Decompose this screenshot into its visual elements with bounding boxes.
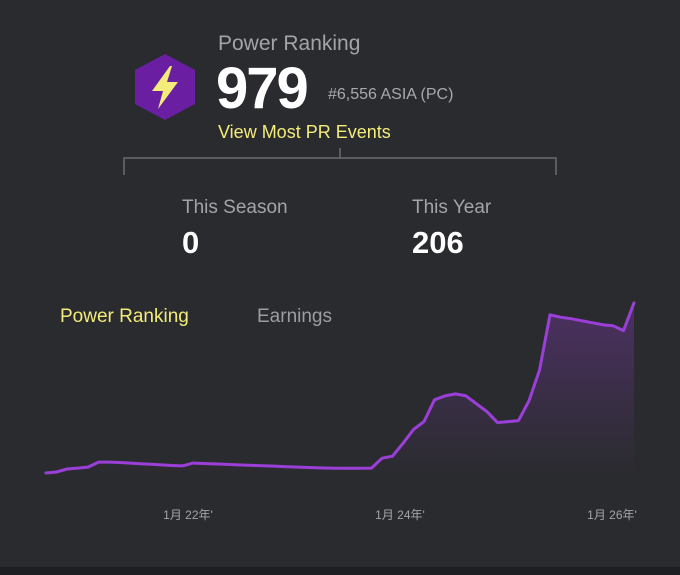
chart-data-point xyxy=(244,464,247,467)
chart-data-point xyxy=(139,462,142,465)
chart-data-point xyxy=(633,301,635,304)
chart-data-point xyxy=(622,329,625,332)
chart-data-point xyxy=(234,463,236,466)
chart-data-point xyxy=(370,467,373,470)
chart-data-point xyxy=(559,316,562,319)
chart-data-point xyxy=(412,428,415,431)
chart-data-point xyxy=(265,464,268,467)
stat-label-this-season: This Season xyxy=(182,197,288,218)
chart-data-point xyxy=(318,466,320,469)
chart-data-point xyxy=(276,465,278,468)
chart-data-point xyxy=(507,420,509,423)
chart-data-point xyxy=(349,467,352,470)
chart-data-point xyxy=(339,467,341,470)
chart-data-point xyxy=(160,463,163,466)
chart-data-point xyxy=(129,462,131,465)
chart-data-point xyxy=(45,472,47,474)
chart-data-point xyxy=(192,462,194,465)
chart-data-point xyxy=(55,471,58,473)
chart-data-point xyxy=(223,463,226,466)
chart-data-point xyxy=(202,462,205,465)
x-tick-label: 1月 26年' xyxy=(587,508,637,522)
stat-label-this-year: This Year xyxy=(412,197,492,218)
chart-data-point xyxy=(528,399,530,402)
chart-data-point xyxy=(87,466,89,469)
chart-data-point xyxy=(297,466,299,469)
lightning-bolt-icon xyxy=(135,54,195,120)
view-most-pr-events-link[interactable]: View Most PR Events xyxy=(218,122,391,142)
chart-area-fill xyxy=(46,302,634,475)
bolt-shape xyxy=(152,66,178,109)
power-ranking-chart xyxy=(44,301,636,475)
chart-data-point xyxy=(307,466,310,469)
chart-data-point xyxy=(150,463,152,466)
chart-data-point xyxy=(213,462,215,465)
chart-data-point xyxy=(108,461,110,464)
chart-data-point xyxy=(360,467,362,470)
chart-data-point xyxy=(454,392,457,395)
chart-data-point xyxy=(517,419,520,422)
stat-value-this-season: 0 xyxy=(182,225,200,260)
regional-rank: #6,556 ASIA (PC) xyxy=(328,86,454,103)
power-ranking-score: 979 xyxy=(216,56,309,121)
power-ranking-title: Power Ranking xyxy=(218,32,361,55)
chart-data-point xyxy=(549,313,551,316)
chart-data-point xyxy=(97,461,100,464)
chart-data-point xyxy=(486,410,488,413)
chart-data-point xyxy=(591,321,593,324)
chart-data-point xyxy=(601,323,604,326)
chart-data-point xyxy=(118,461,121,464)
chart-data-point xyxy=(391,455,394,458)
x-tick-label: 1月 22年' xyxy=(163,508,213,522)
chart-data-point xyxy=(171,464,173,467)
chart-data-point xyxy=(328,467,331,470)
tab-earnings[interactable]: Earnings xyxy=(257,306,332,327)
chart-data-point xyxy=(286,465,289,468)
chart-data-point xyxy=(612,324,614,327)
chart-data-point xyxy=(255,464,257,467)
chart-data-point xyxy=(580,319,583,322)
chart-data-point xyxy=(570,317,572,320)
chart-data-point xyxy=(402,442,404,445)
chart-data-point xyxy=(444,394,446,397)
bottom-strip xyxy=(0,567,680,575)
stat-value-this-year: 206 xyxy=(412,225,464,260)
x-tick-label: 1月 24年' xyxy=(375,508,425,522)
chart-data-point xyxy=(538,369,541,372)
chart-data-point xyxy=(76,467,79,470)
chart-data-point xyxy=(66,468,68,470)
chart-data-point xyxy=(381,457,383,460)
chart-data-point xyxy=(423,420,425,423)
chart-data-point xyxy=(465,394,467,397)
chart-data-point xyxy=(475,402,478,405)
section-bracket-divider xyxy=(123,148,557,175)
chart-data-point xyxy=(433,398,436,401)
chart-data-point xyxy=(496,421,499,424)
tab-power-ranking[interactable]: Power Ranking xyxy=(60,306,189,327)
chart-data-point xyxy=(181,464,184,467)
